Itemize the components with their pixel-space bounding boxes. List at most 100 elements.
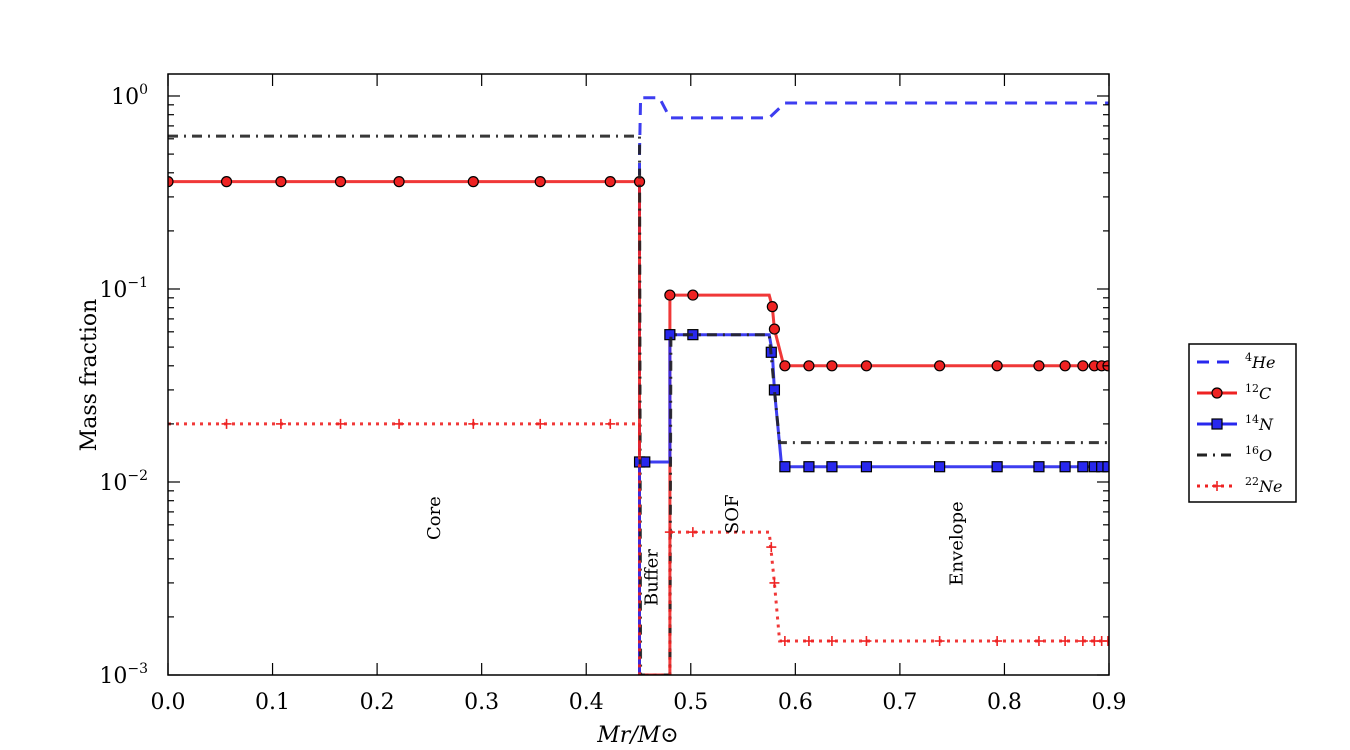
data-point [687,527,698,538]
series-line-16O [168,134,1109,675]
data-point [1033,636,1044,647]
legend-element: He [1251,353,1275,372]
series-12C [168,176,1109,675]
legend-element: N [1258,415,1274,434]
data-point [934,360,946,372]
data-point [803,636,814,647]
y-tick-base: 10 [99,278,127,303]
data-point [1060,636,1071,647]
x-tick-label: 0.2 [360,690,395,715]
legend-label: 16O [1245,444,1272,465]
data-point [769,577,780,588]
legend-isotope: 14 [1245,413,1259,426]
y-tick-label: 10−3 [99,661,148,689]
y-tick-base: 10 [99,471,127,496]
data-point [826,636,837,647]
data-point [1102,461,1109,473]
data-point [779,360,791,372]
legend-label: 22Ne [1245,475,1282,496]
data-point [535,418,546,429]
data-point [779,461,791,473]
data-point [664,527,675,538]
x-tick-label: 0.0 [151,690,186,715]
y-tick-exponent: −1 [127,275,148,291]
x-tick-label: 0.5 [673,690,708,715]
data-point [992,636,1003,647]
data-point [275,418,286,429]
data-point [468,418,479,429]
x-axis-label: Mr/M⊙ [596,723,678,748]
data-point [991,461,1003,473]
data-point [768,323,781,335]
series-16O [168,134,1109,675]
legend-entry: 16O [1197,444,1272,465]
series-line-12C [168,180,1109,675]
data-point [335,418,346,429]
legend-element: O [1259,446,1272,465]
data-point [1077,636,1088,647]
legend-label: 14N [1245,413,1274,434]
x-tick-label: 0.9 [1092,690,1127,715]
legend-isotope: 4 [1245,351,1252,364]
data-point [934,461,946,473]
data-point [168,176,174,188]
legend-label: 4He [1245,351,1275,372]
data-point [394,418,405,429]
y-tick-label: 10−2 [99,468,148,496]
axis-labels: Mr/M⊙ Mass fraction [77,299,679,748]
data-point [826,461,838,473]
data-point [687,289,699,301]
legend-entry: 14N [1197,413,1274,434]
data-point [534,176,546,188]
y-tick-label: 10−1 [99,275,148,303]
data-point [393,176,405,188]
data-point [934,636,945,647]
series-layer [168,96,1109,675]
data-point [1033,360,1045,372]
data-point [1059,461,1071,473]
data-point [860,461,873,473]
plot-frame [167,73,1110,676]
x-tick-label: 0.7 [882,690,917,715]
legend-element: Ne [1258,477,1282,496]
y-axis-label: Mass fraction [77,299,102,452]
data-point [221,418,232,429]
data-point [766,542,777,553]
data-point [275,176,287,188]
legend-isotope: 12 [1245,382,1259,395]
axis-ticks: 0.0 0.1 0.2 0.3 0.4 0.5 0.6 0.7 0.8 0.910010−110−… [99,74,1127,715]
legend-entry: 12C [1197,382,1271,403]
data-point [1102,636,1109,647]
region-label: Core [424,496,445,540]
data-point [664,289,676,301]
legend-isotope: 22 [1245,475,1259,488]
data-point [1212,481,1222,491]
legend-entry: 4He [1197,351,1275,372]
data-point [991,360,1003,372]
data-point [803,461,815,473]
region-label: Envelope [947,501,968,585]
data-point [1059,360,1071,372]
x-tick-label: 0.4 [569,690,604,715]
y-tick-exponent: 0 [139,82,148,98]
data-point [826,360,838,372]
x-tick-label: 0.3 [464,690,499,715]
y-tick-exponent: −3 [127,661,148,677]
x-tick-label: 0.1 [255,690,290,715]
data-point [803,360,815,372]
data-point [1077,461,1089,473]
data-point [766,301,778,313]
legend-entry: 22Ne [1197,475,1282,496]
data-point [605,418,616,429]
data-point [604,176,616,188]
legend-isotope: 16 [1245,444,1259,457]
data-point [220,176,233,188]
region-label: Buffer [641,549,662,606]
y-tick-exponent: −2 [127,468,148,484]
data-point [779,636,790,647]
data-point [1211,387,1223,399]
series-22Ne [168,418,1109,675]
data-point [861,636,872,647]
